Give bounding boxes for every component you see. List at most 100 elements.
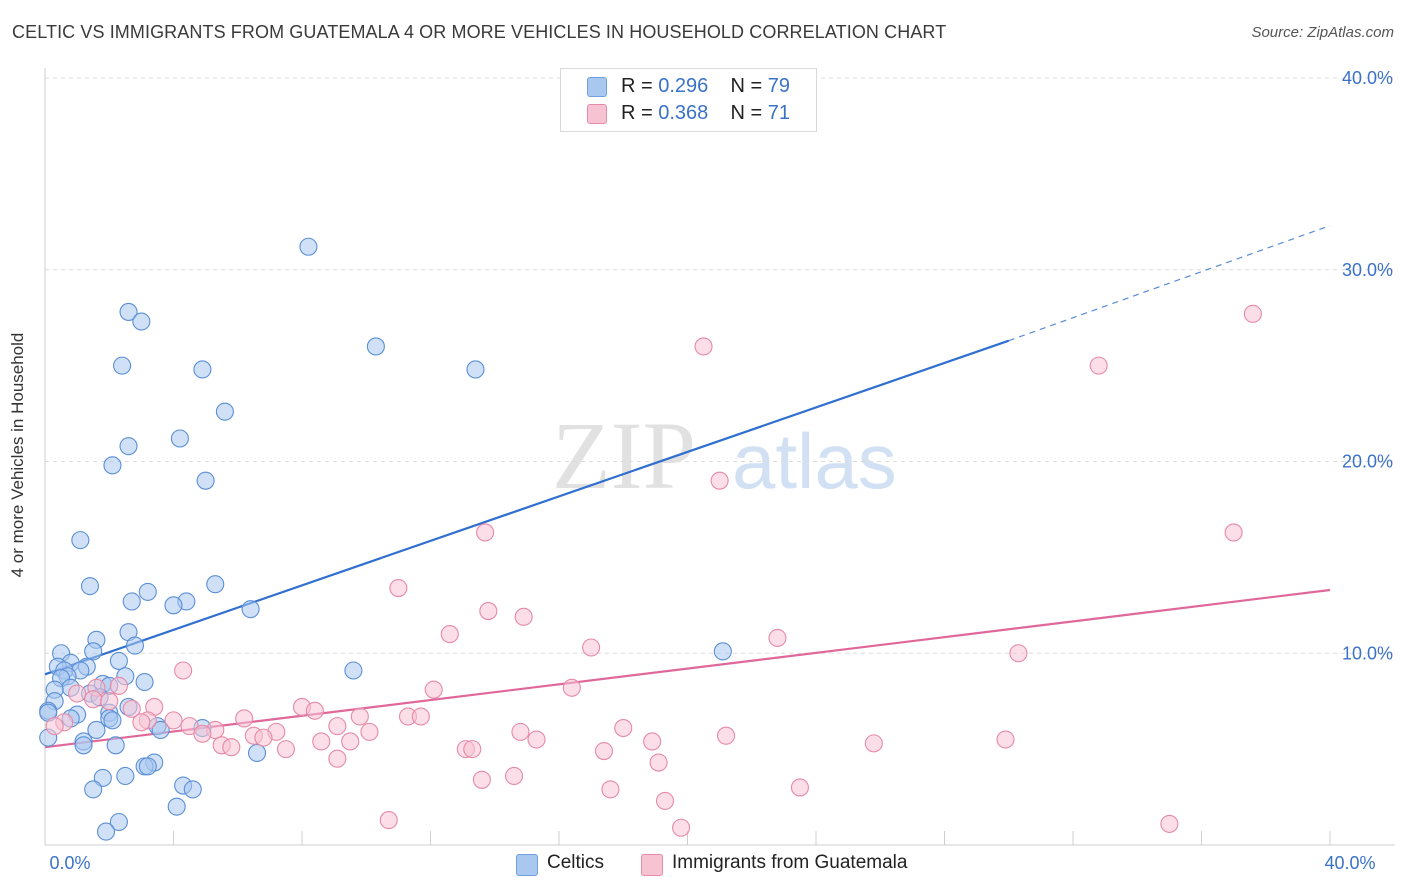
data-point-guatemala (312, 732, 331, 751)
data-point-guatemala (614, 718, 633, 738)
data-point-guatemala (45, 717, 64, 736)
tick-labels: 10.0% 20.0% 30.0% 40.0% 0.0% 40.0% (49, 68, 1393, 873)
x-tick-label: 40.0% (1324, 853, 1375, 873)
data-point-guatemala (132, 713, 151, 732)
legend-swatch-celtics (516, 854, 538, 876)
data-point-guatemala (389, 579, 408, 598)
legend-n-value: 79 (767, 75, 791, 97)
data-point-celtics (138, 757, 157, 776)
data-point-guatemala (109, 676, 128, 695)
data-point-celtics (109, 812, 128, 832)
data-point-guatemala (424, 680, 443, 699)
data-point-guatemala (1224, 523, 1243, 542)
y-axis-label: 4 or more Vehicles in Household (8, 332, 27, 578)
data-point-guatemala (996, 730, 1015, 749)
data-point-guatemala (254, 728, 273, 747)
legend-r-value: 0.368 (658, 102, 709, 124)
data-point-guatemala (790, 778, 809, 797)
data-point-guatemala (328, 717, 347, 736)
y-tick-label: 40.0% (1342, 68, 1393, 88)
data-point-celtics (196, 471, 215, 490)
data-point-celtics (170, 429, 189, 448)
data-point-celtics (71, 531, 90, 550)
legend-r-value: 0.296 (658, 75, 709, 97)
axes (44, 68, 1395, 846)
data-point-guatemala (463, 740, 482, 759)
data-point-guatemala (174, 661, 193, 680)
data-points (39, 237, 1262, 841)
data-point-guatemala (716, 726, 736, 745)
data-point-guatemala (672, 818, 691, 837)
legend-r-label: R = (621, 102, 659, 124)
data-point-guatemala (479, 602, 498, 621)
gridlines (45, 77, 1395, 654)
data-point-celtics (151, 720, 170, 740)
data-point-guatemala (84, 690, 103, 709)
legend-n-label: N = (730, 102, 768, 124)
data-point-celtics (103, 456, 122, 475)
data-point-guatemala (655, 791, 675, 810)
data-point-guatemala (504, 766, 524, 786)
data-point-celtics (206, 575, 225, 594)
data-point-guatemala (511, 722, 530, 741)
data-point-guatemala (411, 707, 430, 726)
legend-label-celtics: Celtics (547, 852, 605, 873)
data-point-guatemala (276, 740, 295, 759)
legend-n-value: 71 (767, 102, 791, 124)
data-point-guatemala (1160, 814, 1179, 833)
data-point-celtics (119, 437, 138, 456)
data-point-guatemala (582, 638, 601, 657)
data-point-celtics (109, 651, 128, 670)
data-point-celtics (366, 337, 385, 356)
legend-swatch-celtics (587, 77, 607, 97)
data-point-celtics (215, 402, 234, 421)
data-point-celtics (116, 766, 135, 786)
data-point-guatemala (768, 628, 787, 647)
data-point-guatemala (1243, 304, 1262, 323)
trend-lines (44, 225, 1331, 749)
data-point-guatemala (594, 741, 614, 761)
data-point-guatemala (1009, 644, 1028, 663)
data-point-celtics (84, 780, 103, 799)
data-point-guatemala (1089, 356, 1108, 375)
data-point-celtics (74, 736, 93, 755)
data-point-celtics (183, 780, 202, 799)
legend-n-label: N = (730, 75, 768, 97)
data-point-guatemala (122, 699, 141, 718)
data-point-celtics (247, 743, 267, 763)
data-point-guatemala (68, 684, 87, 703)
data-point-celtics (113, 356, 132, 375)
data-point-guatemala (193, 724, 212, 743)
legend-swatch-guatemala (587, 104, 607, 124)
data-point-celtics (96, 822, 116, 841)
data-point-celtics (119, 302, 138, 321)
data-point-guatemala (864, 734, 883, 753)
data-point-guatemala (360, 722, 379, 741)
y-tick-label: 30.0% (1342, 260, 1393, 280)
y-tick-label: 20.0% (1342, 452, 1393, 472)
data-point-guatemala (100, 692, 119, 711)
legend-r-label: R = (621, 75, 659, 97)
data-point-celtics (106, 736, 125, 755)
chart-title: CELTIC VS IMMIGRANTS FROM GUATEMALA 4 OR… (12, 22, 947, 42)
data-point-guatemala (164, 711, 183, 730)
x-tick-label: 0.0% (49, 853, 90, 873)
data-point-celtics (466, 360, 485, 379)
data-point-guatemala (305, 701, 324, 720)
data-point-guatemala (476, 523, 495, 542)
data-point-celtics (122, 592, 141, 611)
data-point-guatemala (514, 607, 533, 626)
data-point-celtics (344, 661, 363, 680)
data-point-celtics (138, 582, 157, 601)
data-point-guatemala (527, 730, 546, 749)
data-point-guatemala (341, 732, 360, 751)
data-point-celtics (132, 312, 151, 331)
data-point-guatemala (643, 732, 662, 751)
y-tick-label: 10.0% (1342, 643, 1393, 663)
trend-line-celtics (44, 339, 1010, 676)
data-point-celtics (241, 600, 260, 619)
data-point-celtics (84, 642, 103, 661)
data-point-guatemala (222, 738, 241, 757)
data-point-guatemala (694, 337, 713, 356)
legend-label-guatemala: Immigrants from Guatemala (672, 852, 908, 873)
